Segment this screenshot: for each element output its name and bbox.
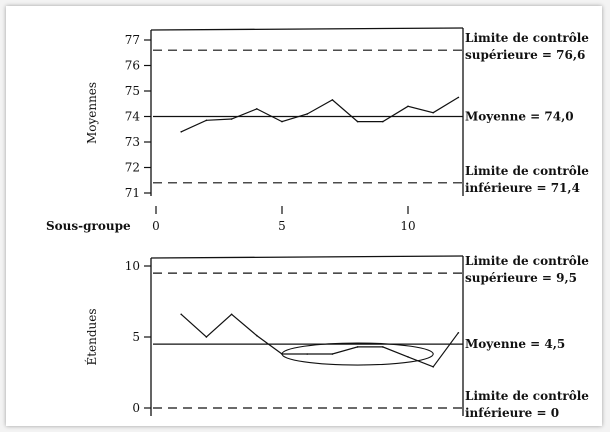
- data-point: [205, 336, 208, 338]
- data-point: [331, 99, 334, 101]
- x-tick-label: 5: [278, 219, 286, 233]
- data-point: [230, 118, 233, 120]
- y-axis-title: Étendues: [84, 308, 99, 365]
- data-point: [382, 120, 384, 123]
- chart-frame: 71 72 73 74 75 76 77 Moyennes Limite de contrôle…: [6, 6, 602, 426]
- data-point: [306, 113, 309, 115]
- data-point: [331, 353, 334, 355]
- reference-label: Moyenne = 74,0: [465, 110, 574, 124]
- reference-label: Limite de contrôle: [465, 164, 589, 178]
- reference-label: Limite de contrôle: [465, 389, 589, 403]
- data-point: [356, 120, 359, 123]
- plot-top-border: [150, 27, 464, 31]
- data-series-line: [180, 96, 459, 133]
- y-axis-title: Moyennes: [85, 82, 99, 144]
- data-point: [180, 313, 182, 316]
- reference-label: inférieure = 71,4: [465, 181, 580, 195]
- data-point: [382, 346, 384, 348]
- data-point: [256, 108, 258, 110]
- reference-label: Limite de contrôle: [465, 31, 589, 45]
- x-tick-label: 0: [152, 219, 160, 233]
- data-point: [457, 331, 460, 334]
- data-point: [407, 356, 409, 358]
- reference-label: inférieure = 0: [465, 406, 559, 420]
- y-tick-label: 77: [125, 33, 140, 47]
- control-chart: 71 72 73 74 75 76 77 Moyennes Limite de contrôle…: [46, 27, 589, 420]
- x-axis-title: Sous-groupe: [46, 219, 131, 233]
- reference-label: Moyenne = 4,5: [465, 337, 565, 351]
- y-tick-label: 73: [125, 135, 140, 149]
- data-point: [180, 131, 182, 133]
- y-tick-label: 5: [132, 330, 140, 344]
- data-point: [256, 334, 258, 337]
- data-point: [306, 353, 309, 355]
- reference-label: supérieure = 9,5: [465, 271, 577, 285]
- y-tick-label: 75: [125, 84, 140, 98]
- data-point: [230, 313, 233, 316]
- data-point: [356, 346, 359, 348]
- y-tick-label: 76: [125, 59, 140, 73]
- highlight-ellipse: [281, 342, 434, 366]
- x-tick-label: 10: [400, 219, 415, 233]
- data-point: [205, 119, 208, 122]
- y-tick-label: 0: [132, 401, 140, 415]
- data-series-line: [180, 313, 459, 368]
- reference-label: supérieure = 76,6: [465, 48, 585, 62]
- data-point: [432, 366, 435, 368]
- y-tick-label: 71: [125, 186, 140, 200]
- y-tick-label: 74: [125, 110, 141, 124]
- plot-top-border: [150, 255, 464, 259]
- y-tick-label: 72: [125, 161, 140, 175]
- data-point: [407, 105, 409, 108]
- y-tick-label: 10: [125, 259, 140, 273]
- data-point: [281, 120, 283, 123]
- data-point: [457, 96, 460, 99]
- reference-label: Limite de contrôle: [465, 254, 589, 268]
- data-point: [432, 111, 435, 114]
